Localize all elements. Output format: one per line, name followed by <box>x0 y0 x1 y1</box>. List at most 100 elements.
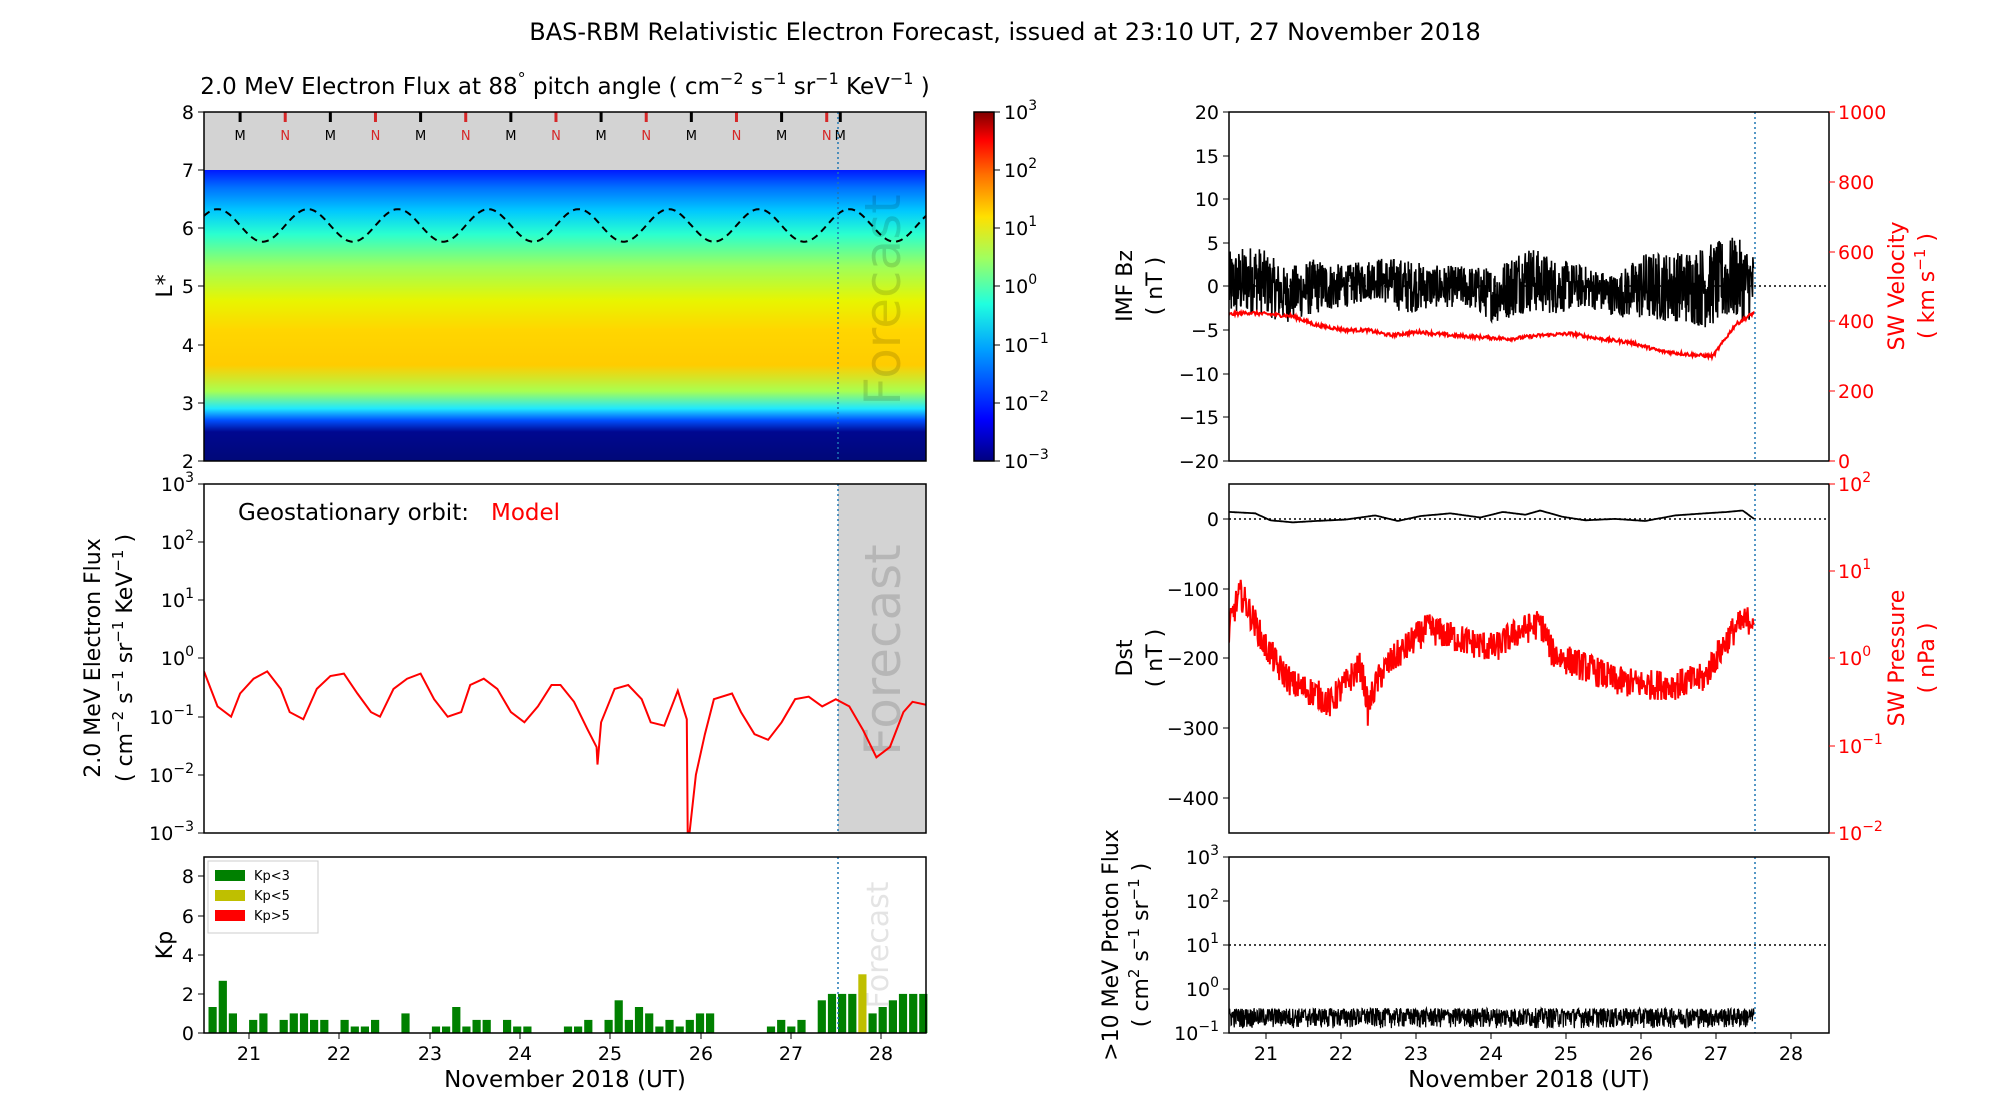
swp-ytick: 102 <box>1838 470 1871 496</box>
right-xlabel: November 2018 (UT) <box>1408 1067 1650 1093</box>
kp-xtick: 22 <box>327 1043 351 1065</box>
kp-xtick: 25 <box>598 1043 622 1065</box>
geo-forecast-shade <box>838 484 926 833</box>
right-xtick: 22 <box>1329 1043 1353 1065</box>
mlt-label: M <box>415 129 426 144</box>
imf-ytick: −5 <box>1191 320 1219 342</box>
right-xtick: 26 <box>1629 1043 1653 1065</box>
swv-ylabel-units: ( km s−1 ) <box>1911 233 1940 339</box>
proton-ytick: 10−1 <box>1174 1019 1219 1045</box>
geo-y-ticks: 10−3 10−2 10−1 100 101 102 103 <box>149 470 204 845</box>
proton-ytick: 103 <box>1186 843 1219 869</box>
dst-left-ticks: −400 −300 −200 −100 0 <box>1167 509 1229 810</box>
kp-bar <box>787 1026 796 1033</box>
kp-ytick: 6 <box>182 906 194 928</box>
lstar-ytick: 3 <box>182 393 194 415</box>
mlt-label: N <box>641 129 651 144</box>
kp-bar <box>503 1019 512 1033</box>
lstar-y-ticks: 2 3 4 5 6 7 8 <box>182 102 204 473</box>
colorbar-tick: 10−3 <box>1004 447 1049 473</box>
proton-ytick: 100 <box>1186 975 1219 1001</box>
imf-ytick: 5 <box>1207 233 1219 255</box>
imf-ytick: 0 <box>1207 276 1219 298</box>
kp-bar <box>584 1019 593 1033</box>
colorbar-gradient <box>973 111 995 462</box>
proton-ylabel: >10 MeV Proton Flux <box>1099 829 1124 1061</box>
kp-bar <box>645 1013 654 1033</box>
lstar-ytick: 5 <box>182 276 194 298</box>
imf-ytick: 20 <box>1195 102 1219 124</box>
geo-ytick: 10−3 <box>149 819 194 845</box>
sw-velocity-line <box>1229 308 1755 362</box>
kp-bar <box>868 1013 877 1033</box>
imf-ylabel-units: ( nT ) <box>1143 257 1168 316</box>
swp-ytick: 10−2 <box>1838 819 1883 845</box>
kp-ytick: 8 <box>182 866 194 888</box>
kp-bar <box>401 1013 410 1033</box>
kp-bar <box>249 1019 258 1033</box>
swv-ylabel: SW Velocity <box>1885 221 1910 350</box>
kp-bar <box>898 993 908 1033</box>
proton-flux-line <box>1229 1005 1755 1030</box>
kp-bar <box>838 993 847 1033</box>
mlt-label: N <box>371 129 381 144</box>
kp-bar <box>858 974 867 1033</box>
dst-ytick: −300 <box>1167 718 1219 740</box>
magnetopause-dashed-line <box>203 208 927 243</box>
kp-bar <box>675 1026 684 1033</box>
kp-bar <box>574 1026 583 1033</box>
kp-bar <box>665 1019 674 1033</box>
kp-bar <box>279 1019 288 1033</box>
kp-ytick: 4 <box>182 945 194 967</box>
imf-left-ticks: −20 −15 −10 −5 0 5 10 15 20 <box>1179 102 1229 473</box>
dst-plot-frame <box>1228 483 1830 834</box>
proton-ylabel-units: ( cm2 s−1 sr−1 ) <box>1125 863 1154 1027</box>
kp-bar <box>817 1000 826 1033</box>
right-xtick: 28 <box>1779 1043 1803 1065</box>
kp-bar <box>360 1026 369 1033</box>
lstar-outer-region <box>204 112 926 170</box>
mlt-label: M <box>595 129 606 144</box>
kp-forecast-label: Forecast <box>861 881 896 1008</box>
swv-ytick: 200 <box>1838 381 1874 403</box>
swv-ytick: 800 <box>1838 172 1874 194</box>
kp-bar <box>563 1026 573 1033</box>
kp-xtick: 23 <box>418 1043 442 1065</box>
kp-legend-label: Kp>5 <box>254 909 290 924</box>
proton-flux-panel: 10−1 100 101 102 103 >10 MeV Proton Flux… <box>1099 829 1830 1093</box>
kp-bar <box>442 1026 451 1033</box>
kp-bar <box>827 993 837 1033</box>
kp-plot-frame <box>203 856 927 1034</box>
kp-bar <box>452 1007 461 1033</box>
lstar-panel-title: 2.0 MeV Electron Flux at 88° pitch angle… <box>200 69 930 100</box>
kp-bar <box>797 1019 806 1033</box>
right-xtick: 25 <box>1554 1043 1578 1065</box>
swp-ytick: 101 <box>1838 557 1871 583</box>
kp-bar <box>909 993 918 1033</box>
mlt-label: M <box>234 129 245 144</box>
kp-bar <box>482 1019 491 1033</box>
imf-ytick: 10 <box>1195 189 1219 211</box>
kp-bar <box>848 993 857 1033</box>
kp-ytick: 0 <box>182 1023 194 1045</box>
dst-line <box>1229 509 1755 524</box>
colorbar-tick: 10−1 <box>1004 331 1049 357</box>
swp-ylabel: SW Pressure <box>1885 590 1910 727</box>
geo-flux-panel: Forecast Geostationary orbit: Model 10−3 … <box>81 470 927 845</box>
geo-annotation: Geostationary orbit: Model <box>238 500 560 526</box>
kp-xtick: 28 <box>869 1043 893 1065</box>
lstar-ytick: 4 <box>182 335 194 357</box>
geo-ylabel: 2.0 MeV Electron Flux <box>81 538 106 778</box>
kp-bar <box>624 1019 633 1033</box>
kp-legend: Kp<3 Kp<5 Kp>5 <box>207 860 319 934</box>
mlt-label: M <box>686 129 697 144</box>
kp-bar <box>299 1013 309 1033</box>
kp-ylabel: Kp <box>153 931 178 959</box>
kp-bar <box>878 1007 887 1033</box>
kp-xtick: 26 <box>689 1043 713 1065</box>
kp-bar <box>371 1019 380 1033</box>
kp-xtick: 21 <box>237 1043 261 1065</box>
colorbar: 10−3 10−2 10−1 100 101 102 103 <box>973 98 1049 473</box>
kp-y-ticks: 0 2 4 6 8 <box>182 866 204 1045</box>
